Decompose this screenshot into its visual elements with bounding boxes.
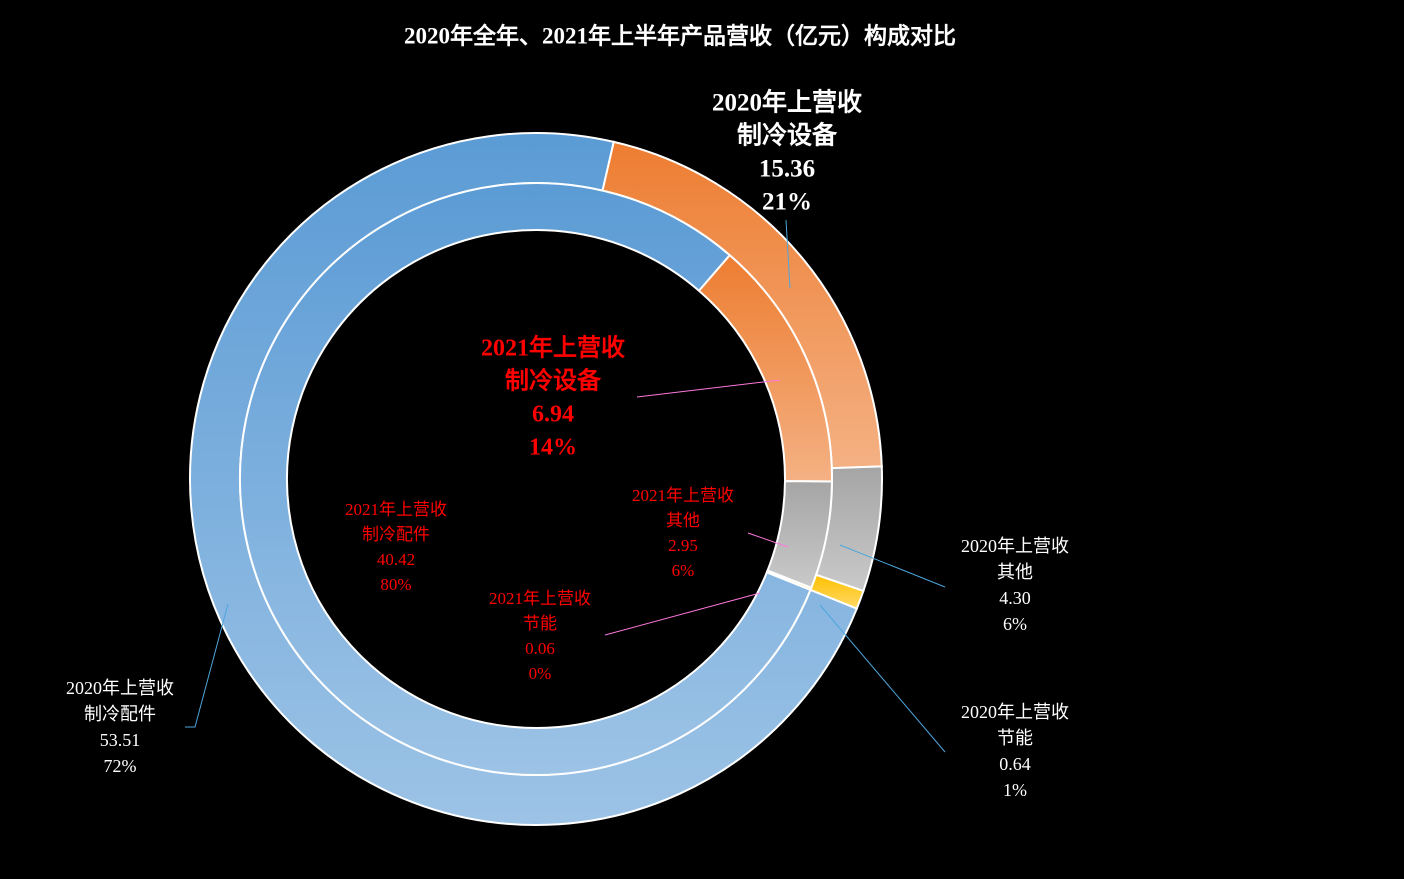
data-label: 6% xyxy=(1003,614,1027,634)
leader-line xyxy=(604,592,761,636)
leader-line xyxy=(185,603,229,728)
data-label: 2021年上营收 xyxy=(345,500,447,519)
data-label: 80% xyxy=(380,575,411,594)
data-label: 40.42 xyxy=(377,550,415,569)
leader-line xyxy=(747,532,789,548)
data-label: 其他 xyxy=(997,562,1033,582)
data-label: 2.95 xyxy=(668,536,698,555)
data-label: 2020年上营收 xyxy=(66,678,174,698)
data-label: 6% xyxy=(672,561,695,580)
data-label: 制冷设备 xyxy=(737,121,838,150)
data-label: 53.51 xyxy=(100,730,141,750)
data-label: 6.94 xyxy=(532,402,574,428)
data-label: 72% xyxy=(104,756,137,776)
data-label: 0.06 xyxy=(525,639,555,658)
data-label: 15.36 xyxy=(759,156,815,183)
data-label: 其他 xyxy=(666,511,700,530)
donut-slice xyxy=(239,182,812,776)
donut-slice xyxy=(765,569,813,592)
leader-line xyxy=(636,379,781,398)
data-label: 2021年上营收 xyxy=(481,334,625,362)
data-label: 2020年上营收 xyxy=(712,88,862,117)
data-label: 2020年上营收 xyxy=(961,536,1069,556)
leader-line xyxy=(785,219,791,289)
data-label: 2021年上营收 xyxy=(489,589,591,608)
chart-title: 2020年全年、2021年上半年产品营收（亿元）构成对比 xyxy=(404,22,956,48)
data-label: 0.64 xyxy=(999,754,1031,774)
data-label: 节能 xyxy=(997,728,1033,748)
data-label: 2020年上营收 xyxy=(961,702,1069,722)
data-label: 0% xyxy=(529,664,552,683)
data-label: 21% xyxy=(762,189,812,216)
data-label: 制冷配件 xyxy=(362,525,430,544)
data-label: 制冷设备 xyxy=(505,367,602,395)
data-label: 2021年上营收 xyxy=(632,486,734,505)
data-label: 节能 xyxy=(523,614,557,633)
leader-line xyxy=(819,604,946,753)
data-label: 制冷配件 xyxy=(84,704,156,724)
data-label: 4.30 xyxy=(999,588,1031,608)
data-label: 1% xyxy=(1003,780,1027,800)
data-label: 14% xyxy=(529,435,577,461)
leader-line xyxy=(839,544,946,588)
